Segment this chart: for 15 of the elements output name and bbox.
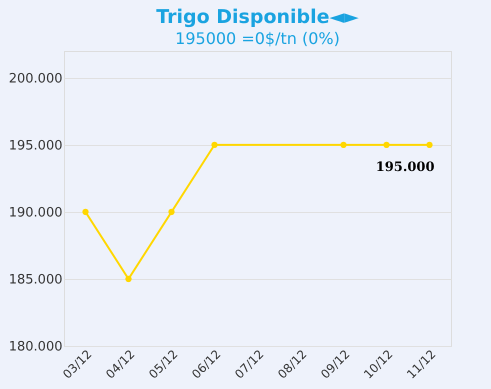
point	[211, 142, 218, 148]
point	[82, 208, 89, 216]
y-tick-label: 185.000	[8, 272, 62, 288]
point	[426, 142, 433, 148]
point	[168, 208, 175, 216]
chart-title: Trigo Disponible◄►	[156, 6, 360, 28]
annotation: 195.000	[376, 160, 434, 175]
chart-subtitle: 195000 =0$/tn (0%)	[175, 29, 340, 48]
y-tick-label: 190.000	[8, 205, 62, 220]
y-tick-label: 180.000	[8, 340, 62, 354]
y-tick-label: 200.000	[8, 71, 62, 86]
point	[383, 142, 390, 148]
point	[340, 142, 347, 148]
point	[125, 276, 132, 282]
y-tick-label: 195.000	[8, 138, 62, 154]
